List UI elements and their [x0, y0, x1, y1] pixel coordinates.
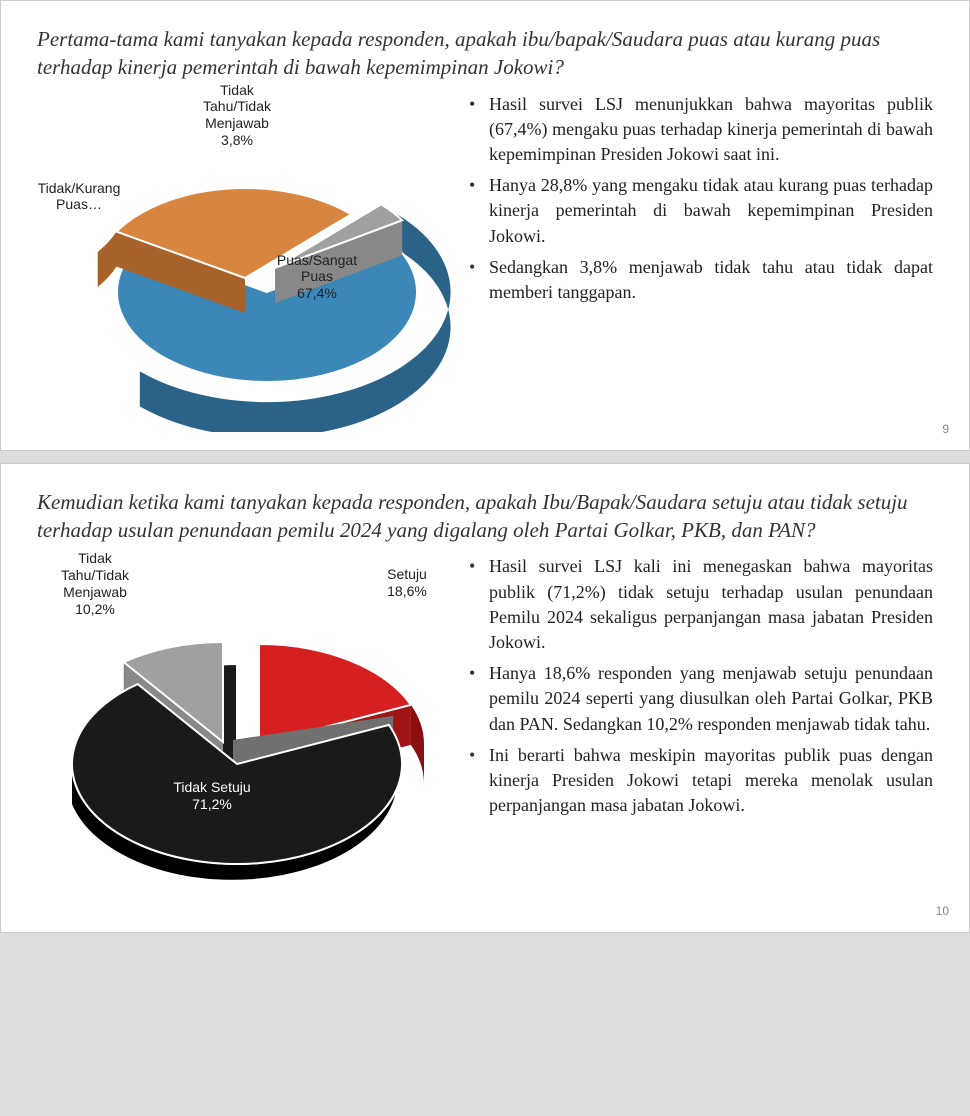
bullet: Hanya 28,8% yang mengaku tidak atau kura… [465, 173, 933, 249]
slide2-title: Kemudian ketika kami tanyakan kepada res… [37, 488, 933, 545]
bullet: Hasil survei LSJ kali ini menegaskan bah… [465, 554, 933, 655]
page-number: 10 [936, 904, 949, 918]
bullet: Hanya 18,6% responden yang menjawab setu… [465, 661, 933, 737]
slide1-body: Tidak Tahu/Tidak Menjawab 3,8% Tidak/Kur… [37, 92, 933, 432]
slide2-body: Tidak Tahu/Tidak Menjawab 10,2% Setuju 1… [37, 554, 933, 914]
slide1-chart: Tidak Tahu/Tidak Menjawab 3,8% Tidak/Kur… [37, 92, 457, 432]
slide2-bullets: Hasil survei LSJ kali ini menegaskan bah… [465, 554, 933, 914]
slice-label-dk2: Tidak Tahu/Tidak Menjawab 10,2% [45, 550, 145, 617]
slice-side-red-front [411, 705, 424, 784]
slice-label-disagree: Tidak Setuju 71,2% [157, 779, 267, 813]
bullet: Hasil survei LSJ menunjukkan bahwa mayor… [465, 92, 933, 168]
slide-2: Kemudian ketika kami tanyakan kepada res… [0, 463, 970, 934]
slice-label-agree: Setuju 18,6% [372, 566, 442, 600]
slide1-bullets: Hasil survei LSJ menunjukkan bahwa mayor… [465, 92, 933, 432]
bullet: Sedangkan 3,8% menjawab tidak tahu atau … [465, 255, 933, 305]
slide-1: Pertama-tama kami tanyakan kepada respon… [0, 0, 970, 451]
slice-label-dk: Tidak Tahu/Tidak Menjawab 3,8% [187, 82, 287, 149]
page-number: 9 [942, 422, 949, 436]
slice-side-orange-front [98, 231, 117, 286]
bullet: Ini berarti bahwa meskipin mayoritas pub… [465, 743, 933, 819]
slice-label-notsat: Tidak/Kurang Puas… [29, 180, 129, 214]
slice-label-sat: Puas/Sangat Puas 67,4% [262, 252, 372, 302]
slide1-title: Pertama-tama kami tanyakan kepada respon… [37, 25, 933, 82]
slide2-chart: Tidak Tahu/Tidak Menjawab 10,2% Setuju 1… [37, 554, 457, 914]
